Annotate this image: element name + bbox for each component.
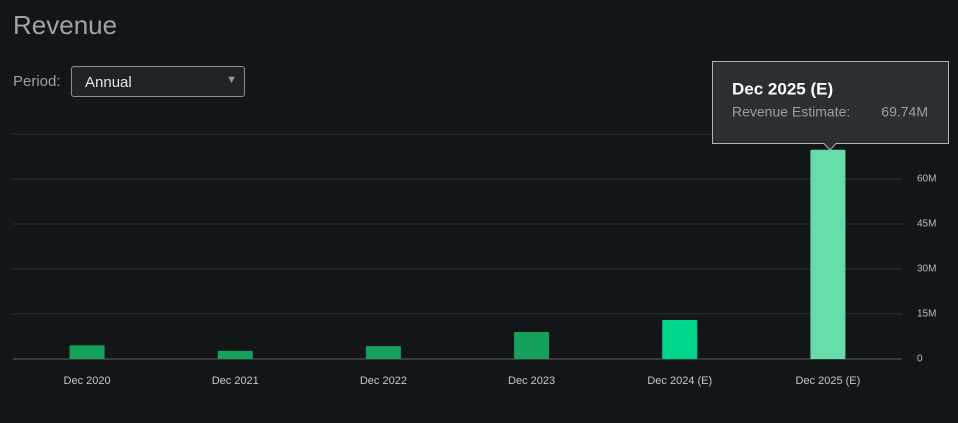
x-tick-label: Dec 2021 <box>212 375 259 387</box>
tooltip-value: 69.74M <box>881 104 928 120</box>
bar <box>514 332 550 359</box>
page-title: Revenue <box>13 10 118 40</box>
x-tick-label: Dec 2023 <box>508 375 555 387</box>
period-label: Period: <box>13 73 61 90</box>
tooltip-box <box>712 61 949 151</box>
x-tick-label: Dec 2024 (E) <box>647 375 712 387</box>
period-select[interactable]: Annual ▼ <box>71 66 245 97</box>
tooltip-title: Dec 2025 (E) <box>732 79 833 98</box>
tooltip-label: Revenue Estimate: <box>732 104 850 120</box>
y-tick-label: 15M <box>917 309 936 320</box>
bar <box>69 345 105 359</box>
dropdown-arrow: ▼ <box>226 74 237 86</box>
period-value: Annual <box>85 74 132 91</box>
x-tick-label: Dec 2020 <box>64 375 111 387</box>
bar <box>217 350 253 359</box>
x-tick-label: Dec 2022 <box>360 375 407 387</box>
tooltip: Dec 2025 (E) Revenue Estimate: 69.74M <box>712 61 949 151</box>
y-tick-label: 45M <box>917 219 936 230</box>
y-tick-label: 0 <box>917 354 923 365</box>
bar <box>662 320 698 359</box>
bar <box>365 346 401 359</box>
bar <box>810 149 846 359</box>
y-tick-label: 30M <box>917 264 936 275</box>
x-tick-label: Dec 2025 (E) <box>796 375 861 387</box>
y-tick-label: 60M <box>917 174 936 185</box>
